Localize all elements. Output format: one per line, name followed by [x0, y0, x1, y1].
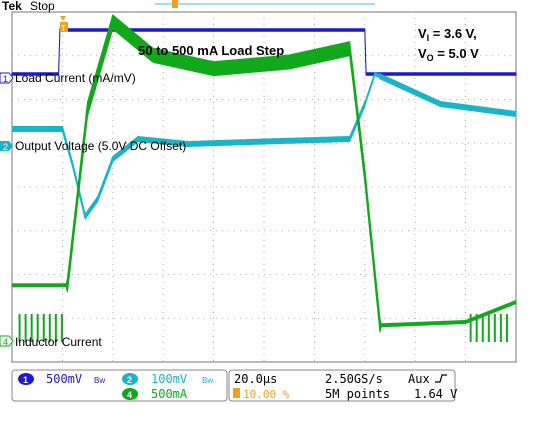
svg-text:Bw: Bw: [202, 376, 213, 385]
rising-edge-icon: [435, 374, 447, 383]
ch2-scale-readout[interactable]: 2 100mV Bw: [122, 372, 213, 386]
trigger-level-readout[interactable]: 1.64 V: [414, 387, 457, 401]
sample-rate-readout: 2.50GS/s: [325, 372, 383, 386]
vin-annotation: VI = 3.6 V,: [418, 26, 477, 43]
record-window-marker: [172, 0, 178, 8]
svg-text:4: 4: [3, 337, 8, 347]
ch4-label: Inductor Current: [15, 335, 102, 349]
trigger-position-readout[interactable]: 10.00 %: [243, 388, 290, 401]
svg-text:1: 1: [23, 375, 28, 385]
trace-inductor-current: [11, 14, 517, 333]
ch2-marker[interactable]: 2: [0, 141, 13, 152]
svg-text:100mV: 100mV: [151, 372, 187, 386]
record-length-readout: 5M points: [325, 387, 390, 401]
timebase-readout[interactable]: 20.0µs: [234, 372, 277, 386]
ch2-label: Output Voltage (5.0V DC Offset): [15, 139, 186, 153]
trace-output-voltage: [11, 71, 517, 221]
waveform-traces: [11, 14, 517, 342]
chart-annotation-title: 50 to 500 mA Load Step: [138, 43, 284, 58]
svg-text:500mA: 500mA: [151, 387, 188, 401]
acquisition-status: Stop: [30, 0, 55, 13]
trigger-marker: T: [60, 16, 68, 33]
svg-text:Bw: Bw: [94, 376, 105, 385]
svg-text:500mV: 500mV: [46, 372, 82, 386]
trace-load-current: [11, 28, 517, 76]
trigger-source-readout[interactable]: Aux: [408, 372, 430, 386]
brand-label: Tek: [2, 0, 22, 13]
svg-text:1: 1: [3, 74, 8, 84]
svg-text:2: 2: [127, 375, 132, 385]
vertical-settings-panel: [11, 369, 228, 402]
ch1-scale-readout[interactable]: 1 500mV Bw: [18, 372, 105, 386]
ch1-marker[interactable]: 1: [0, 72, 14, 84]
svg-text:4: 4: [127, 390, 132, 400]
svg-text:T: T: [61, 24, 66, 33]
svg-text:2: 2: [3, 142, 8, 152]
ch4-marker[interactable]: 4: [0, 335, 14, 347]
acquisition-settings-panel: [228, 369, 456, 402]
vout-annotation: VO = 5.0 V: [418, 46, 479, 63]
trigger-position-icon: [233, 388, 240, 398]
ch1-label: Load Current (mA/mV): [15, 71, 136, 85]
graticule: [11, 11, 517, 363]
ch4-scale-readout[interactable]: 4 500mA: [122, 387, 188, 401]
